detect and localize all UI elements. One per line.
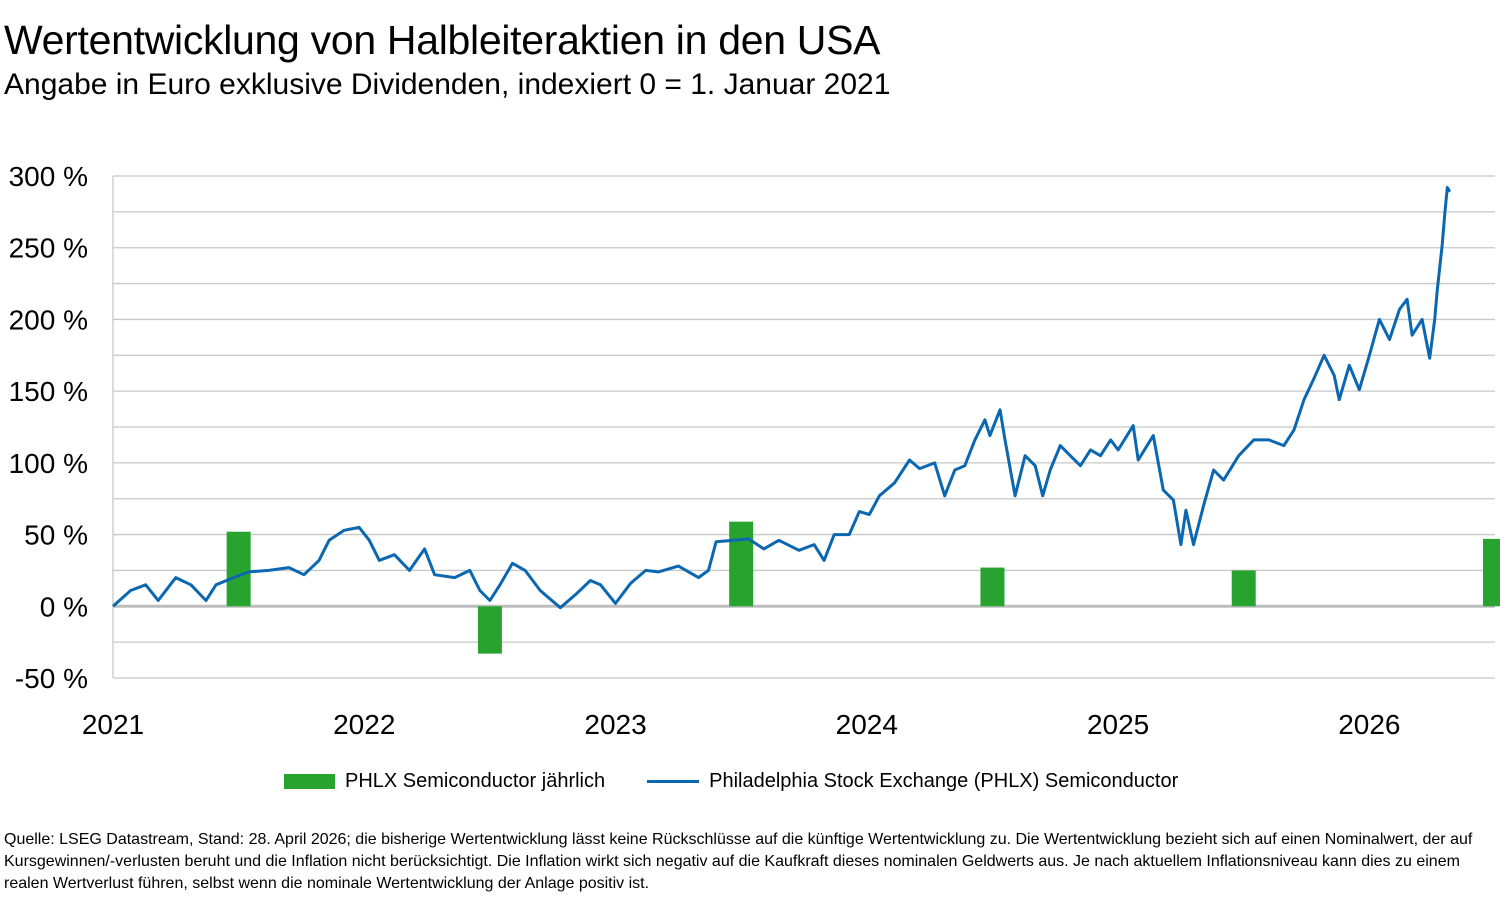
legend-item-bars: PHLX Semiconductor jährlich — [284, 770, 605, 793]
legend-item-line: Philadelphia Stock Exchange (PHLX) Semic… — [647, 770, 1178, 793]
y-axis-ticks: 300 % 250 % 200 % 150 % 100 % 50 % 0 % -50 % — [9, 161, 88, 694]
legend-label-bars: PHLX Semiconductor jährlich — [345, 770, 606, 792]
legend-swatch-line — [647, 780, 700, 783]
chart-title: Wertentwicklung von Halbleiteraktien in … — [4, 17, 881, 63]
x-tick-label: 2024 — [836, 709, 898, 740]
bar-2025 — [1231, 570, 1256, 607]
chart-plot: 300 % 250 % 200 % 150 % 100 % 50 % 0 % -50 % 20… — [9, 161, 1500, 740]
x-tick-label: 2026 — [1338, 709, 1400, 740]
bar-2021 — [226, 531, 251, 607]
legend-swatch-bar — [284, 774, 335, 789]
bar-2026 — [1483, 538, 1500, 607]
line-series — [111, 186, 1452, 610]
y-tick-label: 0 % — [40, 591, 88, 622]
y-tick-label: 50 % — [24, 520, 88, 551]
bar-2024 — [980, 567, 1005, 607]
x-tick-label: 2022 — [333, 709, 395, 740]
y-tick-label: 150 % — [9, 376, 88, 407]
gridlines — [112, 175, 1495, 679]
legend: PHLX Semiconductor jährlich Philadelphia… — [284, 770, 1220, 793]
chart-subtitle: Angabe in Euro exklusive Dividenden, ind… — [4, 68, 891, 101]
x-tick-label: 2025 — [1087, 709, 1149, 740]
y-tick-label: 200 % — [9, 304, 88, 335]
x-axis-ticks: 2021 2022 2023 2024 2025 2026 — [82, 709, 1401, 740]
x-tick-label: 2021 — [82, 709, 144, 740]
bar-series — [226, 521, 1500, 654]
bar-2023 — [729, 521, 754, 607]
source-footnote: Quelle: LSEG Datastream, Stand: 28. Apri… — [4, 831, 1473, 892]
y-tick-label: -50 % — [15, 663, 88, 694]
y-tick-label: 300 % — [9, 161, 88, 192]
legend-label-line: Philadelphia Stock Exchange (PHLX) Semic… — [709, 770, 1179, 792]
bar-2022 — [477, 606, 502, 654]
y-tick-label: 100 % — [9, 448, 88, 479]
y-tick-label: 250 % — [9, 233, 88, 264]
line-phlx-semiconductor — [111, 186, 1452, 610]
x-tick-label: 2023 — [584, 709, 646, 740]
